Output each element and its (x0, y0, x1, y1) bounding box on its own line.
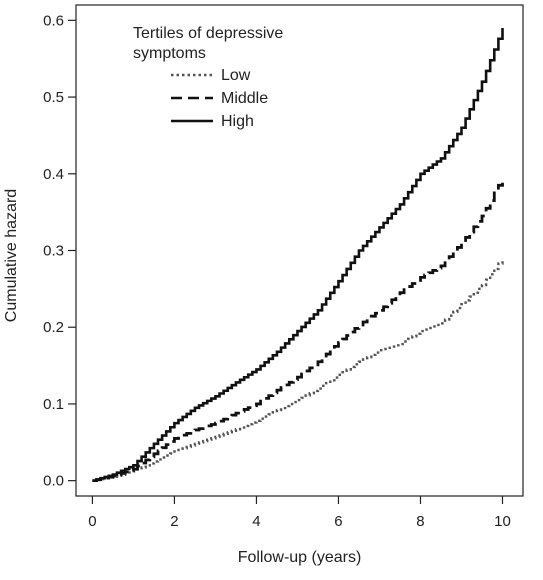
x-tick-label: 8 (416, 513, 424, 530)
legend-label-high: High (221, 113, 254, 130)
plot-frame (75, 4, 524, 497)
x-tick-label: 10 (494, 513, 511, 530)
series-layer (92, 28, 504, 483)
x-axis-title: Follow-up (years) (238, 549, 362, 566)
x-tick-label: 4 (252, 513, 260, 530)
x-axis: 0 2 4 6 8 10 (88, 496, 511, 530)
legend-entries: Low Middle High (171, 67, 268, 130)
y-tick-label: 0.1 (43, 396, 64, 413)
y-tick-label: 0.4 (43, 166, 64, 183)
legend-label-middle: Middle (221, 90, 268, 107)
y-tick-label: 0.5 (43, 89, 64, 106)
y-axis-title: Cumulative hazard (3, 189, 20, 322)
y-axis: 0.0 0.1 0.2 0.3 0.4 0.5 0.6 (43, 12, 76, 490)
legend-label-low: Low (221, 67, 251, 84)
y-tick-label: 0.3 (43, 243, 64, 260)
series-line-high (92, 28, 504, 482)
series-line-middle (92, 177, 504, 483)
legend: Tertiles of depressive symptoms Low Middl… (133, 25, 283, 130)
plot-border (75, 4, 524, 497)
y-tick-label: 0.0 (43, 473, 64, 490)
y-tick-label: 0.2 (43, 319, 64, 336)
series-line-low (92, 258, 504, 482)
legend-title-line-1: Tertiles of depressive (133, 25, 283, 42)
y-tick-label: 0.6 (43, 12, 64, 29)
x-tick-label: 6 (334, 513, 342, 530)
x-tick-label: 0 (88, 513, 96, 530)
x-tick-label: 2 (170, 513, 178, 530)
legend-title-line-2: symptoms (133, 45, 206, 62)
